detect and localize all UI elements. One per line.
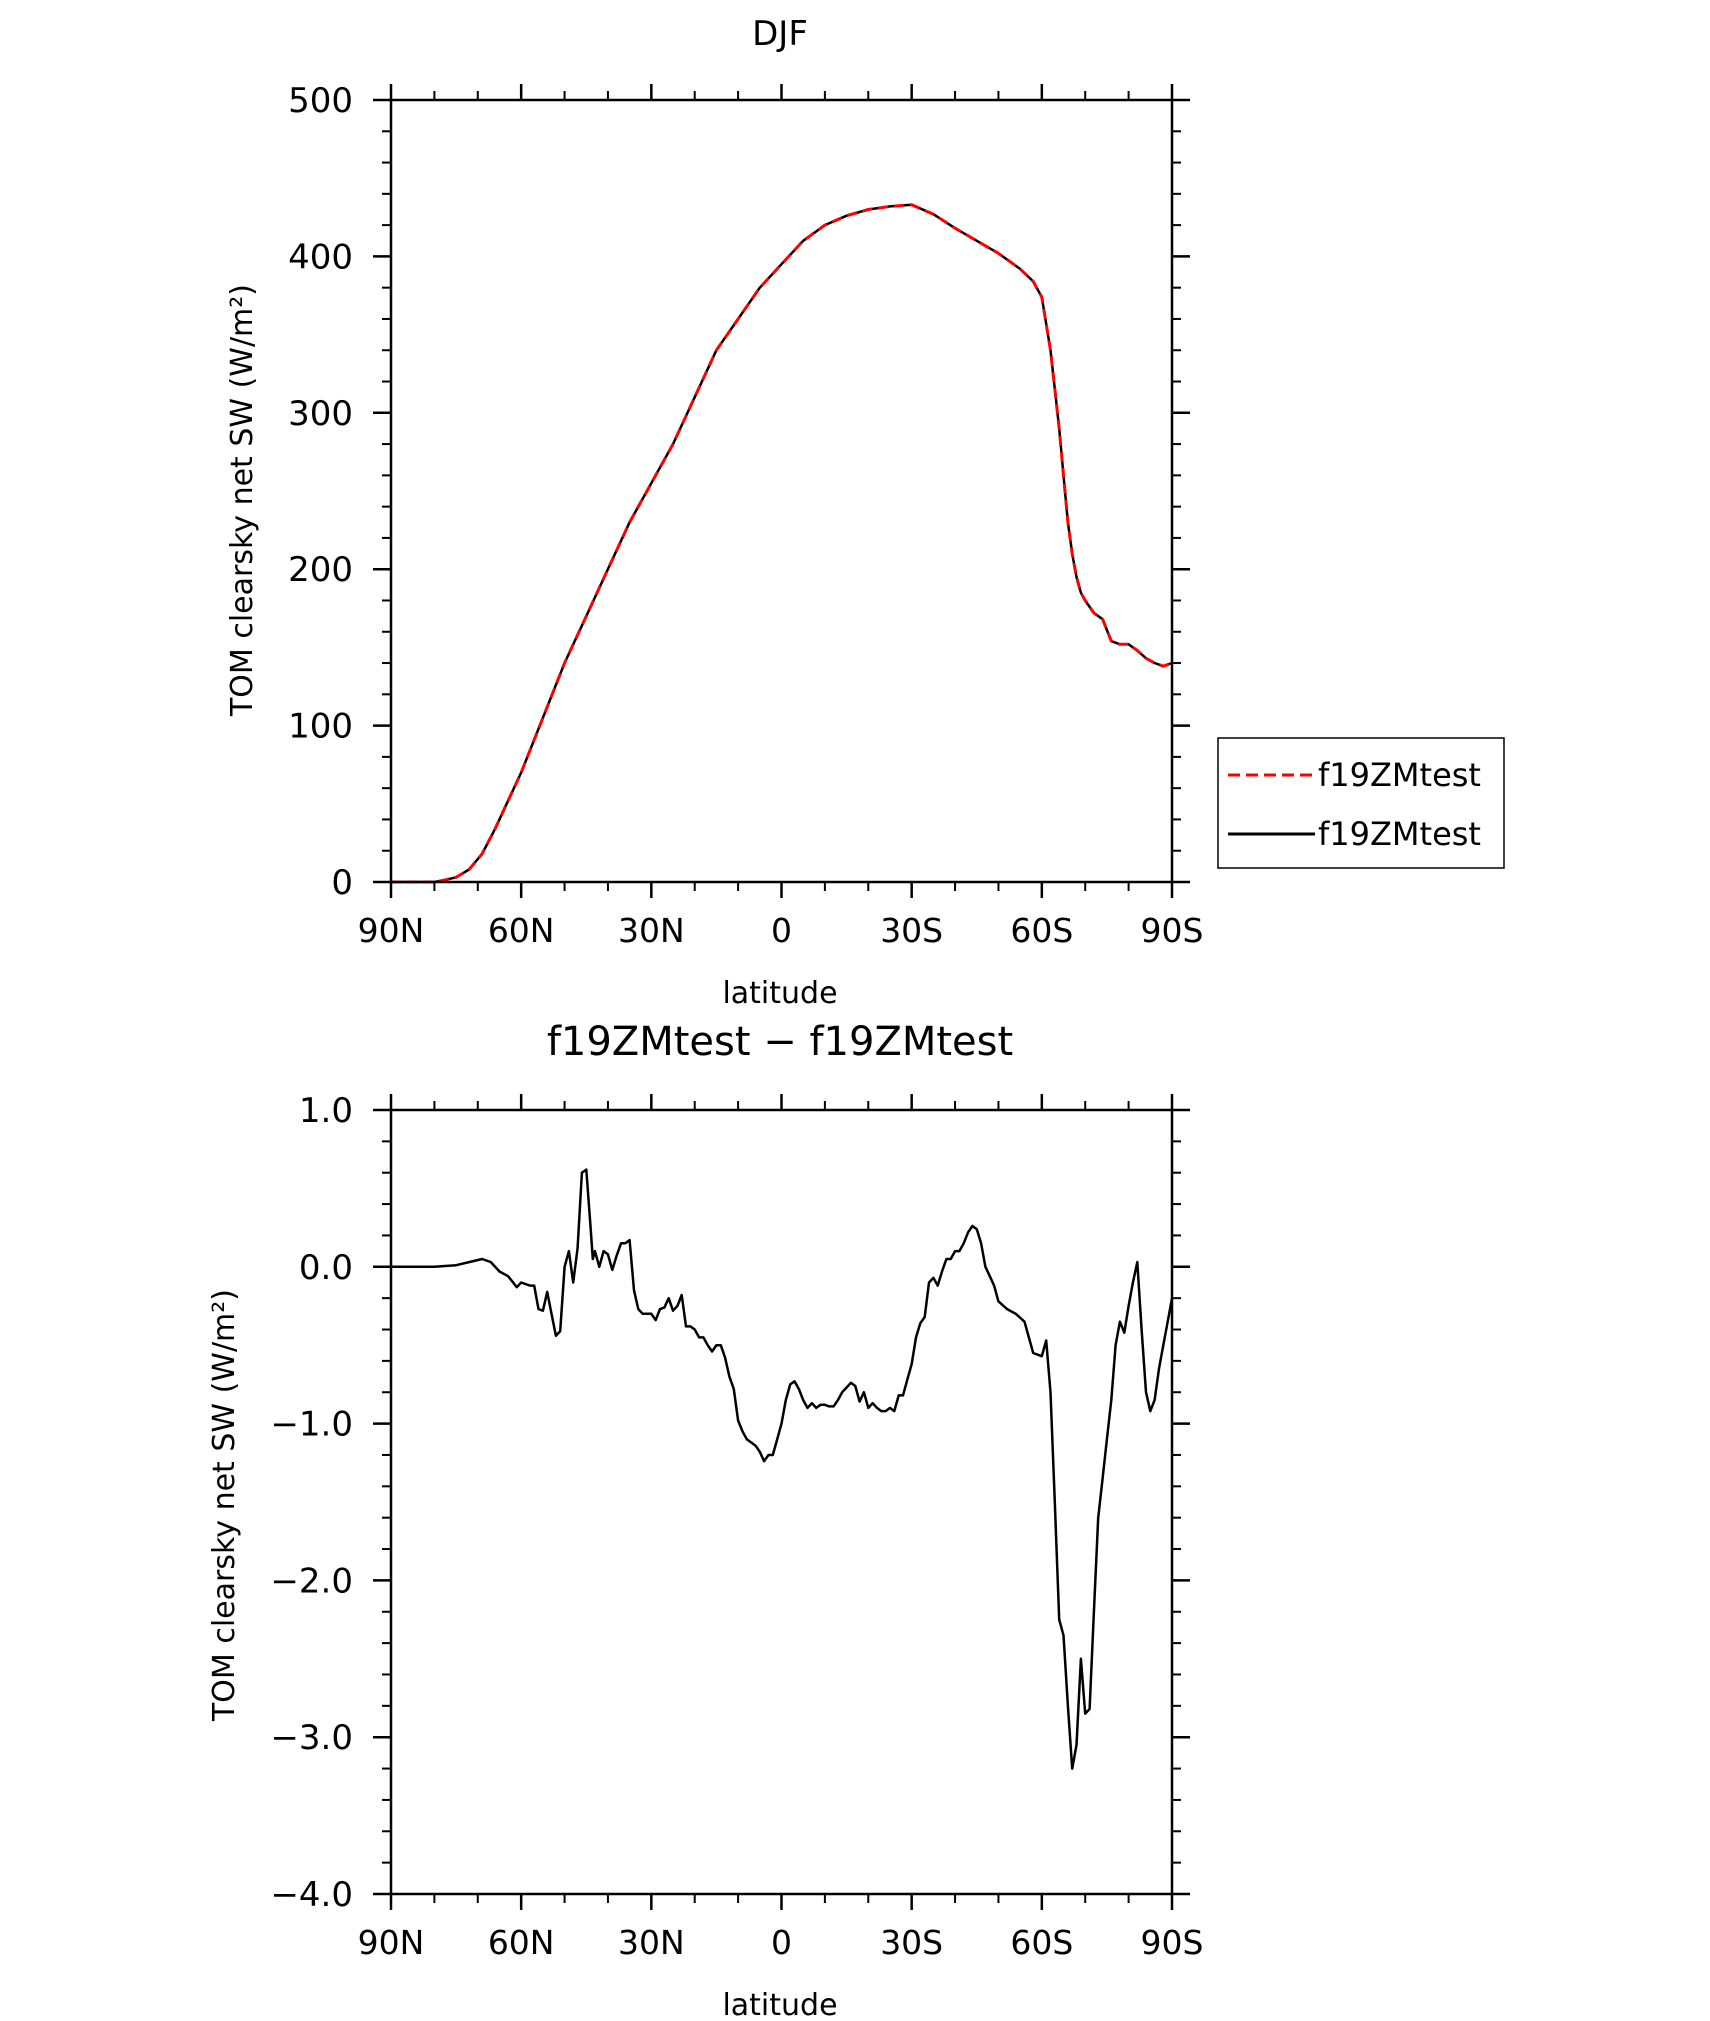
dashed-series-line: [391, 203, 1173, 884]
y-tick-label: 0: [331, 863, 353, 903]
bottom-panel-y-axis-label: TOM clearsky net SW (W/m²): [207, 1289, 242, 1722]
top-panel-axes: 90N 60N 30N 0 30S 60S 90S 0 100 200 300 400 500: [288, 81, 1203, 950]
y-tick-label: −1.0: [270, 1405, 353, 1445]
y-tick-label: 100: [288, 707, 353, 747]
top-panel-x-axis-label: latitude: [722, 976, 837, 1011]
x-tick-label: 90N: [358, 911, 425, 950]
y-tick-label: 0.0: [299, 1248, 353, 1288]
x-tick-label: 0: [771, 911, 792, 950]
y-tick-label: 500: [288, 81, 353, 121]
y-tick-label: −2.0: [270, 1561, 353, 1601]
bottom-panel-x-axis-label: latitude: [722, 1988, 837, 2021]
x-tick-label: 60N: [488, 1923, 555, 1962]
x-tick-label: 90N: [358, 1923, 425, 1962]
solid-series-line: [391, 1168, 1174, 1770]
x-tick-label: 30N: [618, 911, 685, 950]
x-tick-label: 90S: [1141, 911, 1204, 950]
x-tick-label: 60S: [1010, 1923, 1073, 1962]
top-panel: DJF 90N 60N 30N 0 30S 60S 90S0100200300400500 …: [225, 14, 1505, 1011]
top-panel-y-axis-label: TOM clearsky net SW (W/m²): [225, 284, 260, 717]
y-tick-label: 400: [288, 237, 353, 277]
top-panel-title: DJF: [752, 14, 808, 54]
plot-frame: [389, 98, 1174, 884]
x-tick-label: 30S: [880, 911, 943, 950]
top-panel-series: [391, 203, 1173, 884]
legend-box: [1217, 737, 1505, 869]
x-tick-label: 30S: [880, 1923, 943, 1962]
x-tick-label: 30N: [618, 1923, 685, 1962]
y-tick-label: −3.0: [270, 1718, 353, 1758]
bottom-panel-axes: 90N 60N 30N 0 30S 60S 90S −4.0 −3.0 −2.0 −1.0 0.0 1.…: [270, 1091, 1203, 1962]
solid-series-line: [391, 203, 1173, 884]
bottom-panel-series: [391, 1168, 1174, 1770]
x-tick-label: 0: [771, 1923, 792, 1962]
y-tick-label: −4.0: [270, 1875, 353, 1915]
bottom-panel-title: f19ZMtest − f19ZMtest: [547, 1019, 1013, 1065]
bottom-panel: f19ZMtest − f19ZMtest 90N 60N 30N 0 30S 60S 90…: [207, 1019, 1203, 2021]
legend-entry-solid: f19ZMtest: [1318, 815, 1481, 853]
y-tick-label: 300: [288, 394, 353, 434]
x-tick-label: 60N: [488, 911, 555, 950]
legend-entry-dashed: f19ZMtest: [1318, 756, 1481, 794]
legend: f19ZMtest f19ZMtest: [1217, 737, 1505, 869]
y-tick-label: 200: [288, 550, 353, 590]
x-tick-label: 90S: [1141, 1923, 1204, 1962]
x-tick-label: 60S: [1010, 911, 1073, 950]
y-tick-label: 1.0: [299, 1091, 353, 1131]
